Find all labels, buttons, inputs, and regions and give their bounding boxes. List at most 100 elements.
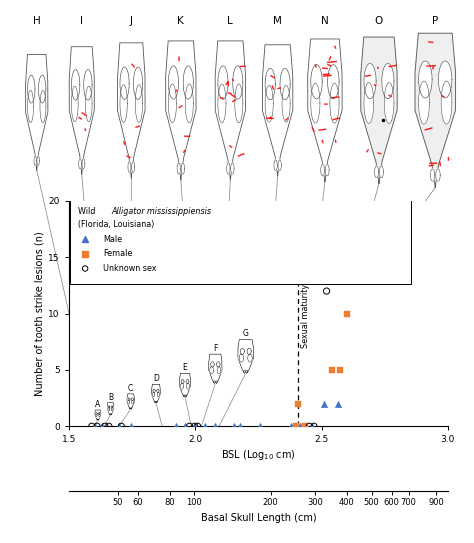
Polygon shape [120,85,128,122]
Point [181,422,189,431]
Polygon shape [180,373,191,397]
Text: Alligator mississippiensis: Alligator mississippiensis [112,206,212,216]
Text: M: M [273,16,282,26]
Text: N: N [321,16,329,26]
Point [337,365,344,374]
Polygon shape [282,85,290,122]
Polygon shape [209,354,222,383]
Polygon shape [181,380,184,384]
Point [115,422,123,431]
Point [201,422,209,431]
Point [296,422,304,431]
Polygon shape [177,163,181,174]
Point [287,422,295,431]
Text: A: A [95,400,100,409]
Point [172,422,180,431]
Polygon shape [34,156,36,166]
X-axis label: Basal Skull Length (cm): Basal Skull Length (cm) [201,513,316,523]
Polygon shape [278,160,282,171]
Polygon shape [108,408,109,411]
Polygon shape [153,389,155,393]
Polygon shape [328,65,339,99]
Polygon shape [168,84,176,123]
Polygon shape [217,367,221,374]
Polygon shape [127,394,134,409]
Polygon shape [265,68,275,100]
Polygon shape [181,383,183,389]
Polygon shape [248,354,252,362]
Point [292,422,300,431]
Polygon shape [235,84,243,123]
Polygon shape [37,156,39,166]
Text: Male: Male [103,235,122,244]
Polygon shape [210,362,214,367]
Polygon shape [415,33,456,187]
Polygon shape [231,163,234,174]
Point [194,422,201,431]
Point [328,365,336,374]
Point [236,422,244,431]
Polygon shape [382,64,394,99]
Text: J: J [130,16,133,26]
Polygon shape [27,90,34,123]
Polygon shape [280,68,290,100]
Polygon shape [152,392,155,397]
Polygon shape [157,392,160,397]
Text: H: H [33,16,41,26]
Text: D: D [153,374,159,383]
Polygon shape [218,66,228,99]
Polygon shape [134,67,143,99]
Point [256,422,264,431]
Point [82,250,89,258]
Polygon shape [128,400,130,404]
Text: (Florida, Louisiana): (Florida, Louisiana) [78,220,154,229]
Point [99,422,106,431]
Point [301,422,309,431]
Point [308,422,316,431]
Text: L: L [228,16,233,26]
Polygon shape [274,160,277,171]
Polygon shape [325,165,329,176]
Polygon shape [72,70,80,100]
Text: K: K [177,16,184,26]
Point [320,400,328,408]
Polygon shape [183,66,193,99]
Polygon shape [168,66,179,99]
Polygon shape [38,75,46,103]
Point [211,422,219,431]
Point [191,422,199,431]
Text: C: C [128,384,133,393]
Polygon shape [227,163,230,174]
Polygon shape [27,75,35,103]
Point [294,400,301,408]
Point [323,287,330,295]
Point [352,264,359,273]
Text: O: O [375,16,383,26]
Point [306,422,313,431]
Polygon shape [311,83,320,123]
Polygon shape [108,406,110,408]
Point [374,264,381,273]
Point [310,422,318,431]
Polygon shape [96,413,97,414]
Y-axis label: Number of tooth strike lesions (n): Number of tooth strike lesions (n) [34,231,44,396]
Polygon shape [419,61,432,98]
Point [105,422,113,431]
Polygon shape [384,83,394,123]
Polygon shape [238,339,254,373]
Polygon shape [72,86,78,122]
Polygon shape [157,389,159,393]
Polygon shape [132,162,135,172]
Point [128,422,135,431]
Text: G: G [243,329,249,338]
Polygon shape [419,81,429,124]
Point [82,235,89,244]
Polygon shape [321,165,325,176]
Point [230,422,237,431]
Point [191,422,199,431]
Polygon shape [186,380,189,384]
Text: B: B [108,393,113,402]
Point [334,400,342,408]
Polygon shape [135,85,143,122]
Point [292,422,300,431]
